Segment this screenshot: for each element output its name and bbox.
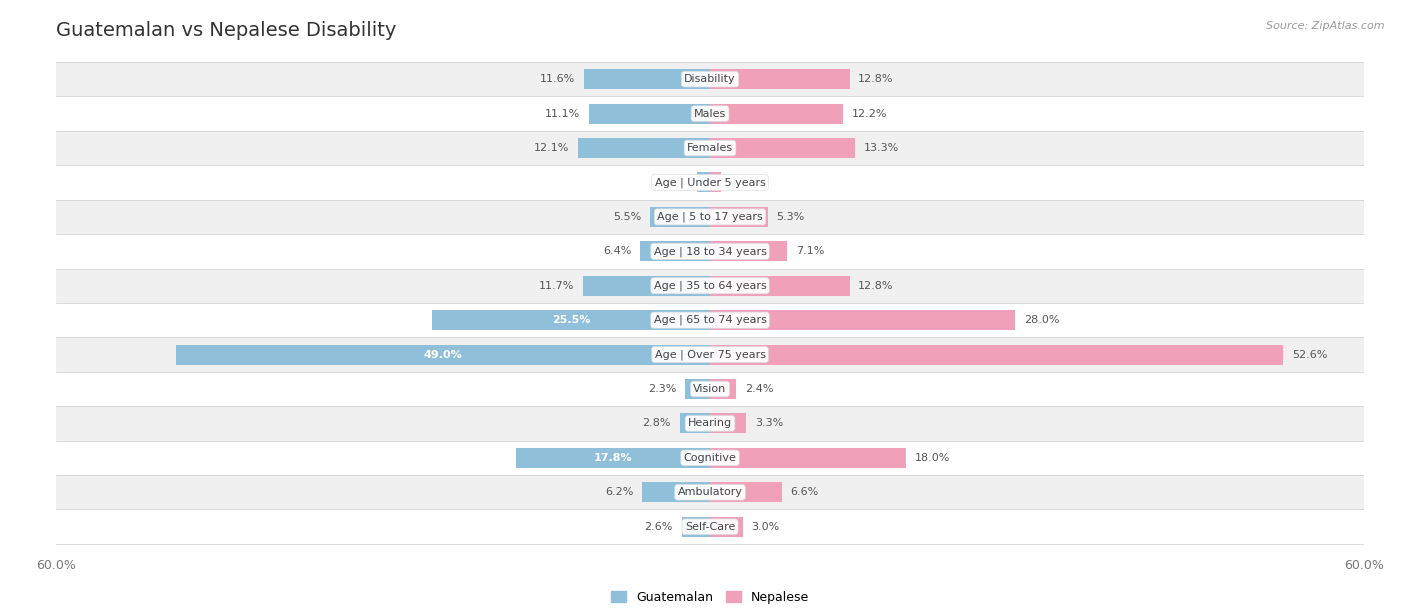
Bar [710,138,855,158]
Text: 2.6%: 2.6% [644,521,673,532]
Bar [589,103,710,124]
Bar [682,517,710,537]
Text: 11.6%: 11.6% [540,74,575,84]
Text: 12.1%: 12.1% [534,143,569,153]
Bar [56,475,1364,509]
Bar [432,310,710,330]
Text: Age | Over 75 years: Age | Over 75 years [655,349,765,360]
Bar [56,303,1364,337]
Text: Vision: Vision [693,384,727,394]
Text: Hearing: Hearing [688,419,733,428]
Text: 1.2%: 1.2% [659,177,689,187]
Text: Guatemalan vs Nepalese Disability: Guatemalan vs Nepalese Disability [56,21,396,40]
Bar [56,509,1364,544]
Bar [56,62,1364,96]
Text: Disability: Disability [685,74,735,84]
Text: Age | 18 to 34 years: Age | 18 to 34 years [654,246,766,256]
Text: Age | 35 to 64 years: Age | 35 to 64 years [654,280,766,291]
Text: Source: ZipAtlas.com: Source: ZipAtlas.com [1267,21,1385,31]
Bar [56,165,1364,200]
Text: 11.7%: 11.7% [538,281,574,291]
Text: 6.2%: 6.2% [606,487,634,498]
Text: Age | Under 5 years: Age | Under 5 years [655,177,765,188]
Text: 2.3%: 2.3% [648,384,676,394]
Bar [56,200,1364,234]
Text: 3.3%: 3.3% [755,419,783,428]
Bar [56,406,1364,441]
Legend: Guatemalan, Nepalese: Guatemalan, Nepalese [606,586,814,609]
Bar [710,207,768,227]
Bar [56,234,1364,269]
Bar [56,371,1364,406]
Bar [516,448,710,468]
Text: 13.3%: 13.3% [863,143,898,153]
Bar [176,345,710,365]
Bar [643,482,710,502]
Bar [710,173,721,192]
Text: Ambulatory: Ambulatory [678,487,742,498]
Bar [710,379,737,399]
Text: Females: Females [688,143,733,153]
Bar [710,345,1284,365]
Text: 5.3%: 5.3% [776,212,804,222]
Text: 12.8%: 12.8% [858,281,894,291]
Text: 3.0%: 3.0% [751,521,780,532]
Text: 0.97%: 0.97% [730,177,765,187]
Bar [56,441,1364,475]
Text: 6.6%: 6.6% [790,487,818,498]
Bar [582,276,710,296]
Bar [578,138,710,158]
Text: 49.0%: 49.0% [423,349,463,360]
Text: Age | 5 to 17 years: Age | 5 to 17 years [657,212,763,222]
Text: 12.2%: 12.2% [852,108,887,119]
Text: 28.0%: 28.0% [1024,315,1059,325]
Text: 5.5%: 5.5% [613,212,641,222]
Text: 12.8%: 12.8% [858,74,894,84]
Text: 2.4%: 2.4% [745,384,773,394]
Text: Self-Care: Self-Care [685,521,735,532]
Text: 2.8%: 2.8% [643,419,671,428]
Bar [710,103,844,124]
Text: 18.0%: 18.0% [915,453,950,463]
Bar [679,414,710,433]
Bar [56,337,1364,371]
Bar [685,379,710,399]
Bar [56,96,1364,131]
Bar [710,276,849,296]
Text: 25.5%: 25.5% [553,315,591,325]
Bar [710,517,742,537]
Bar [710,310,1015,330]
Bar [710,69,849,89]
Text: Age | 65 to 74 years: Age | 65 to 74 years [654,315,766,326]
Text: 7.1%: 7.1% [796,246,824,256]
Bar [583,69,710,89]
Text: Cognitive: Cognitive [683,453,737,463]
Text: 52.6%: 52.6% [1292,349,1327,360]
Text: 11.1%: 11.1% [546,108,581,119]
Bar [710,448,905,468]
Text: 17.8%: 17.8% [593,453,633,463]
Bar [640,241,710,261]
Bar [710,414,747,433]
Text: 6.4%: 6.4% [603,246,631,256]
Bar [56,131,1364,165]
Bar [650,207,710,227]
Text: Males: Males [695,108,725,119]
Bar [56,269,1364,303]
Bar [710,241,787,261]
Bar [710,482,782,502]
Bar [697,173,710,192]
